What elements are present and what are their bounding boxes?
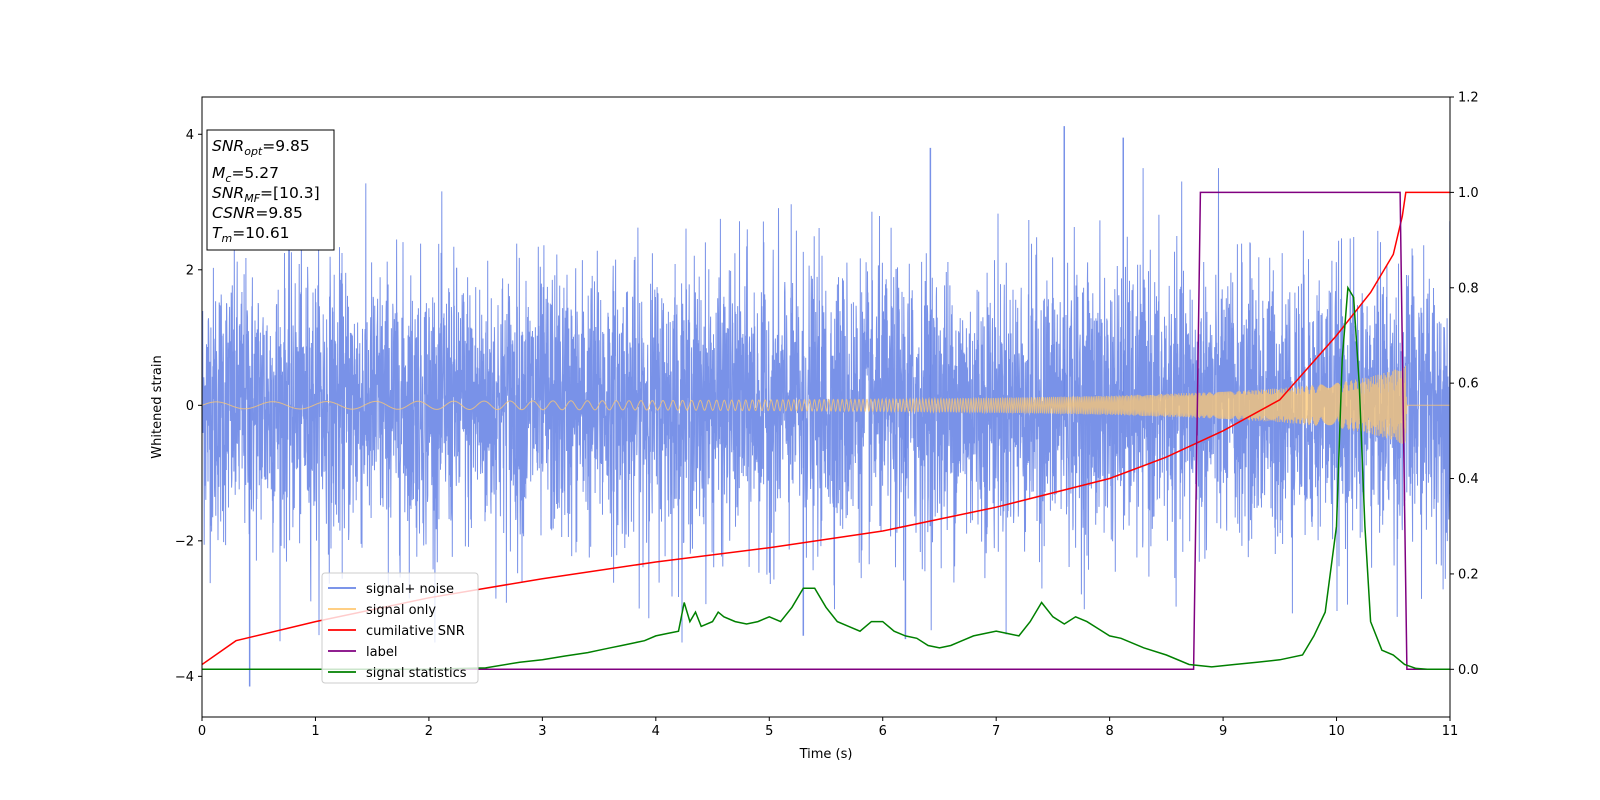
y-axis-left: −4 −2 0 2 4 — [175, 128, 202, 685]
info-mc: Mc=5.27 — [212, 164, 279, 185]
x-tick-label: 7 — [992, 724, 1000, 739]
x-tick-label: 3 — [538, 724, 546, 739]
x-tick-label: 1 — [311, 724, 319, 739]
x-tick-label: 8 — [1105, 724, 1113, 739]
y-left-tick-label: −2 — [175, 534, 194, 549]
y-right-tick-label: 0.2 — [1458, 567, 1479, 582]
info-snr-opt: SNRopt=9.85 — [212, 137, 310, 158]
info-box-frame — [206, 129, 335, 251]
y-left-tick-label: 0 — [186, 399, 194, 414]
x-tick-label: 11 — [1442, 724, 1459, 739]
info-snr-mf: SNRMF=[10.3] — [212, 184, 320, 205]
y-axis-label: Whitened strain — [150, 355, 165, 458]
legend-frame — [321, 572, 479, 684]
x-axis-label: Time (s) — [799, 747, 853, 762]
legend-label: label — [366, 645, 397, 660]
y-right-tick-label: 0.0 — [1458, 663, 1479, 678]
y-right-tick-label: 1.0 — [1458, 186, 1479, 201]
x-tick-label: 0 — [198, 724, 206, 739]
plot-area — [202, 126, 1450, 687]
x-axis: 0 1 2 3 4 5 6 7 8 9 10 11 — [198, 717, 1458, 739]
x-tick-label: 6 — [879, 724, 887, 739]
x-tick-label: 2 — [425, 724, 433, 739]
y-left-tick-label: 4 — [186, 128, 194, 143]
info-csnr: CSNR=9.85 — [212, 204, 303, 222]
x-tick-label: 5 — [765, 724, 773, 739]
legend-label: signal+ noise — [366, 582, 454, 597]
y-left-tick-label: −4 — [175, 670, 194, 685]
plot-frame — [201, 96, 1451, 718]
legend-label: signal statistics — [366, 666, 467, 681]
x-tick-label: 10 — [1328, 724, 1345, 739]
series-label-line — [202, 191, 1450, 671]
legend-label: cumilative SNR — [366, 624, 465, 639]
x-tick-label: 4 — [652, 724, 660, 739]
y-right-tick-label: 0.8 — [1458, 281, 1479, 296]
legend-label: signal only — [366, 603, 436, 618]
info-box: SNRopt=9.85 Mc=5.27 SNRMF=[10.3] CSNR=9.… — [206, 129, 335, 251]
y-right-tick-label: 1.2 — [1458, 91, 1479, 106]
series-signal-statistics-line — [202, 285, 1450, 671]
x-tick-label: 9 — [1219, 724, 1227, 739]
info-tm: Tm=10.61 — [212, 224, 290, 245]
y-right-tick-label: 0.6 — [1458, 377, 1479, 392]
y-axis-right: 0.0 0.2 0.4 0.6 0.8 1.0 1.2 — [1450, 91, 1479, 678]
y-left-tick-label: 2 — [186, 263, 194, 278]
series-signal-only-line — [202, 365, 1450, 444]
legend: signal+ noise signal only cumilative SNR la… — [321, 572, 479, 684]
y-right-tick-label: 0.4 — [1458, 472, 1479, 487]
series-signal-noise-line — [202, 168, 1450, 643]
